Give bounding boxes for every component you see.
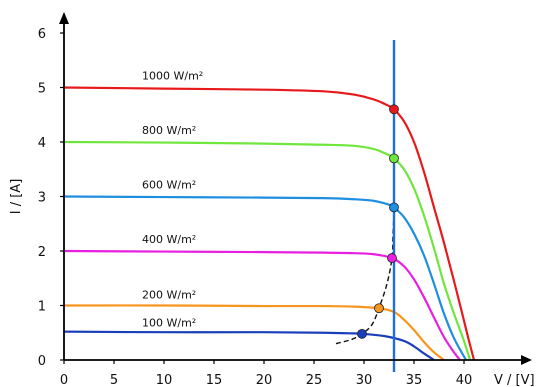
series-label-1: 800 W/m² — [142, 124, 196, 137]
series-line-0 — [63, 86, 476, 361]
mpp-locus-group — [335, 79, 395, 345]
series-labels-group: 1000 W/m² 800 W/m² 600 W/m² 400 W/m² 200 W/m… — [142, 70, 203, 330]
y-tick-label-0: 0 — [38, 354, 46, 369]
mpp-point-4 — [374, 303, 384, 314]
y-tick-label-6: 6 — [38, 27, 46, 42]
x-tick-label-8: 40 — [456, 373, 473, 387]
series-label-0: 1000 W/m² — [142, 70, 203, 83]
y-axis-arrow — [59, 12, 69, 24]
y-tick-label-3: 3 — [38, 191, 46, 206]
series-label-4: 200 W/m² — [142, 289, 196, 302]
y-axis-label: I / [A] — [9, 179, 24, 215]
y-tick-label-5: 5 — [38, 82, 46, 97]
x-tick-label-7: 35 — [406, 373, 423, 387]
mpp-point-3 — [387, 253, 397, 263]
y-tick-label-2: 2 — [38, 245, 46, 260]
series-line-5 — [63, 330, 435, 361]
series-group — [63, 86, 476, 361]
x-tick-label-6: 30 — [356, 373, 373, 387]
x-axis-label: V / [V] — [494, 373, 535, 387]
mpp-point-2 — [389, 202, 399, 213]
mpp-locus-line — [335, 79, 395, 345]
x-axis-arrow — [521, 355, 532, 365]
x-tick-label-1: 5 — [110, 373, 118, 387]
y-tick-label-4: 4 — [38, 136, 46, 151]
x-tick-label-3: 15 — [206, 373, 223, 387]
series-label-2: 600 W/m² — [142, 179, 196, 192]
x-tick-label-5: 25 — [306, 373, 323, 387]
axes-group: 0 5 10 15 20 25 30 35 40 0 1 2 3 4 5 6 — [38, 12, 532, 387]
series-label-5: 100 W/m² — [142, 317, 196, 330]
mpp-point-5 — [357, 328, 367, 339]
x-tick-label-0: 0 — [60, 373, 68, 387]
mpp-point-0 — [389, 104, 399, 115]
mpp-point-1 — [389, 153, 399, 164]
mpp-points-group — [357, 104, 399, 339]
series-line-2 — [63, 195, 467, 361]
series-label-3: 400 W/m² — [142, 233, 196, 246]
y-tick-label-1: 1 — [38, 300, 46, 315]
x-tick-label-4: 20 — [256, 373, 273, 387]
x-tick-label-2: 10 — [156, 373, 173, 387]
